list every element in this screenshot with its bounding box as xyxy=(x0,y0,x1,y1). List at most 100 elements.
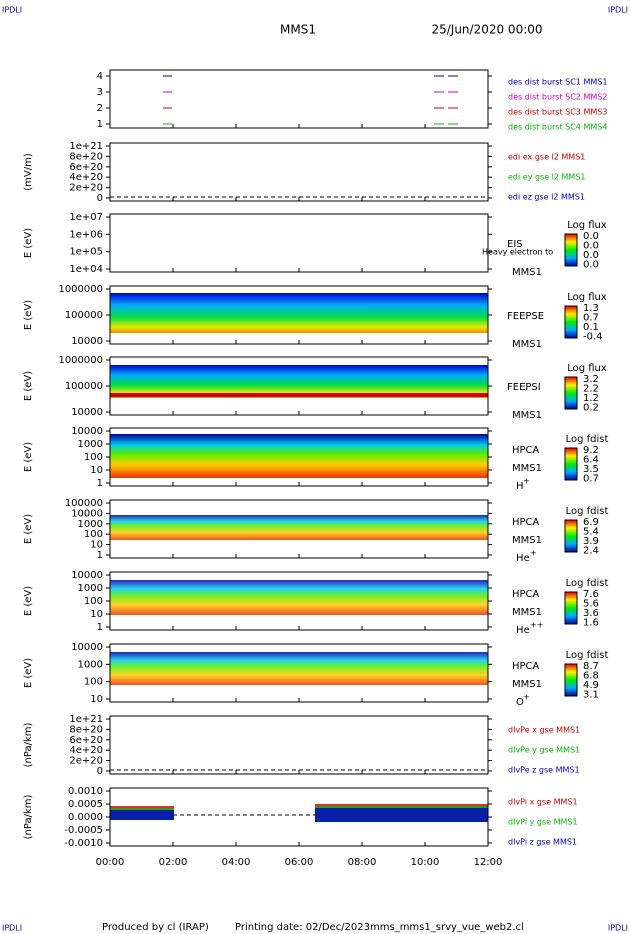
y-tick-label: 1e+07 xyxy=(69,212,103,223)
colorbar-label: 9.2 xyxy=(583,445,599,456)
colorbar-title: Log flux xyxy=(567,363,607,374)
y-tick-label: -0.0005 xyxy=(64,825,103,836)
instrument-label: HPCA xyxy=(512,589,540,600)
legend-entry: edi ez gse l2 MMS1 xyxy=(508,193,585,202)
x-tick-label: 06:00 xyxy=(285,857,314,868)
colorbar-label: 0.7 xyxy=(583,474,599,485)
x-tick-label: 08:00 xyxy=(348,857,377,868)
title: MMS1 xyxy=(280,23,316,37)
y-tick-label: 8e+20 xyxy=(69,724,103,735)
y-tick-label: 10000 xyxy=(71,570,103,581)
legend-entry: edi ey gse l2 MMS1 xyxy=(508,173,586,182)
legend-entry: edi ex gse l2 MMS1 xyxy=(508,153,585,162)
y-tick-label: 1000 xyxy=(78,583,103,594)
y-axis-label: (nPa/km) xyxy=(23,795,34,840)
corner-label: IPDLI xyxy=(608,924,628,933)
y-tick-label: 10 xyxy=(90,465,103,476)
colorbar-label: 3.1 xyxy=(583,690,599,701)
colorbar xyxy=(564,447,578,481)
y-tick-label: 10 xyxy=(90,694,103,705)
colorbar-label: 0.1 xyxy=(583,322,599,333)
spectrogram xyxy=(110,293,488,333)
panel-frame xyxy=(109,715,489,775)
species-label: He xyxy=(516,625,530,636)
legend-entry: des dist burst SC4 MMS4 xyxy=(508,123,607,132)
instrument-label: EIS xyxy=(507,239,523,250)
x-tick-label: 12:00 xyxy=(474,857,503,868)
legend-entry: dIvPe x gse MMS1 xyxy=(508,726,580,735)
y-axis-label: E (eV) xyxy=(23,371,34,401)
colorbar-label: 1.6 xyxy=(583,618,599,629)
spacecraft-label: MMS1 xyxy=(512,339,542,350)
y-tick-label: 0 xyxy=(97,766,103,777)
species-charge: + xyxy=(523,477,530,486)
species-label: He xyxy=(516,553,530,564)
legend-entry: dIvPi z gse MMS1 xyxy=(508,838,577,847)
y-tick-label: 2e+20 xyxy=(69,756,103,767)
y-axis-label: E (eV) xyxy=(23,658,34,688)
x-tick-label: 02:00 xyxy=(159,857,188,868)
spectrogram-band xyxy=(110,393,488,397)
trace-band xyxy=(110,810,174,820)
colorbar-label: 3.5 xyxy=(583,464,599,475)
colorbar-label: 3.6 xyxy=(583,608,599,619)
colorbar-label: 5.6 xyxy=(583,599,599,610)
colorbar-label: 2.2 xyxy=(583,384,599,395)
x-tick-label: 04:00 xyxy=(222,857,251,868)
colorbar xyxy=(564,663,578,697)
y-tick-label: 10000 xyxy=(71,508,103,519)
y-tick-label: 2 xyxy=(97,103,103,114)
spacecraft-label: MMS1 xyxy=(512,463,542,474)
colorbar xyxy=(564,376,578,410)
y-tick-label: 100 xyxy=(84,596,103,607)
footer-date: Printing date: 02/Dec/2023 xyxy=(235,922,370,933)
colorbar-title: Log fdist xyxy=(566,434,609,445)
y-tick-label: 100 xyxy=(84,529,103,540)
y-tick-label: 3 xyxy=(97,87,103,98)
colorbar-label: 6.4 xyxy=(583,455,599,466)
y-axis-label: (nPa/km) xyxy=(23,723,34,768)
colorbar-label: 1.2 xyxy=(583,393,599,404)
species-charge: + xyxy=(530,549,537,558)
colorbar-label: -0.4 xyxy=(583,332,603,343)
y-axis-label: E (eV) xyxy=(23,228,34,258)
species-label: H xyxy=(516,481,524,492)
y-axis-label: E (eV) xyxy=(23,586,34,616)
y-tick-label: 1e+06 xyxy=(69,229,103,240)
legend-entry: dIvPe z gse MMS1 xyxy=(508,766,580,775)
colorbar-label: 4.9 xyxy=(583,680,599,691)
y-tick-label: 1000000 xyxy=(58,355,103,366)
y-tick-label: 1 xyxy=(97,119,103,130)
y-axis-label: E (eV) xyxy=(23,514,34,544)
colorbar-label: 1.3 xyxy=(583,303,599,314)
instrument-label: HPCA xyxy=(512,517,540,528)
spacecraft-label: MMS1 xyxy=(512,679,542,690)
colorbar-title: Log fdist xyxy=(566,650,609,661)
y-tick-label: 1e+21 xyxy=(69,141,103,152)
corner-label: IPDLI xyxy=(2,6,22,15)
spacecraft-label: MMS1 xyxy=(512,535,542,546)
colorbar-label: 2.4 xyxy=(583,546,599,557)
y-tick-label: 100 xyxy=(84,677,103,688)
colorbar-label: 0.7 xyxy=(583,313,599,324)
species-charge: ++ xyxy=(530,621,543,630)
legend-entry: dIvPe y gse MMS1 xyxy=(508,746,580,755)
y-tick-label: 1000 xyxy=(78,519,103,530)
spectrogram xyxy=(110,580,488,615)
legend-entry: des dist burst SC2 MMS2 xyxy=(508,93,607,102)
colorbar-title: Log flux xyxy=(567,292,607,303)
y-tick-label: -0.0010 xyxy=(64,838,103,849)
y-tick-label: 10000 xyxy=(71,336,103,347)
colorbar-label: 6.8 xyxy=(583,671,599,682)
colorbar-label: 0.0 xyxy=(583,241,599,252)
y-tick-label: 1 xyxy=(97,550,103,561)
spacecraft-label: MMS1 xyxy=(512,607,542,618)
y-tick-label: 0 xyxy=(97,193,103,204)
y-tick-label: 1000 xyxy=(78,439,103,450)
y-tick-label: 1000 xyxy=(78,659,103,670)
spectrogram xyxy=(110,434,488,478)
colorbar-label: 0.0 xyxy=(583,231,599,242)
y-tick-label: 100 xyxy=(84,452,103,463)
colorbar-label: 3.2 xyxy=(583,374,599,385)
y-axis-label: (mV/m) xyxy=(23,153,34,191)
